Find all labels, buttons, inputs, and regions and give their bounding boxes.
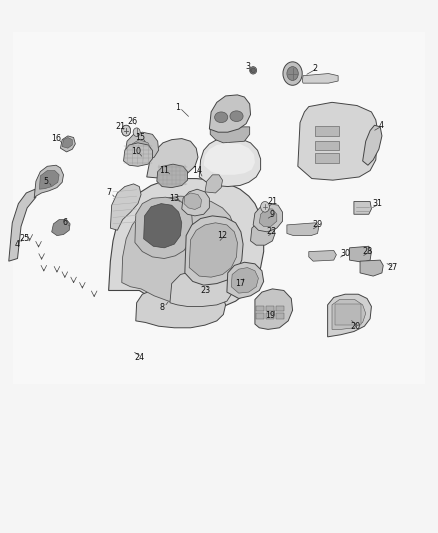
Polygon shape — [189, 223, 237, 277]
Text: 27: 27 — [387, 263, 397, 272]
Ellipse shape — [215, 112, 228, 123]
Polygon shape — [62, 138, 72, 148]
Bar — [276, 306, 284, 311]
Polygon shape — [185, 216, 243, 285]
Circle shape — [133, 128, 140, 136]
Circle shape — [261, 201, 269, 212]
Polygon shape — [350, 246, 371, 262]
Ellipse shape — [251, 68, 255, 73]
Polygon shape — [231, 268, 258, 293]
Polygon shape — [199, 138, 261, 187]
Polygon shape — [135, 197, 193, 259]
Polygon shape — [109, 179, 264, 310]
Ellipse shape — [230, 111, 243, 122]
Text: 15: 15 — [135, 133, 145, 142]
Text: 12: 12 — [217, 231, 228, 240]
Text: 3: 3 — [245, 62, 251, 71]
Polygon shape — [147, 139, 198, 179]
Text: 13: 13 — [170, 194, 179, 203]
Bar — [315, 126, 339, 136]
Circle shape — [287, 67, 298, 80]
Polygon shape — [110, 184, 141, 230]
Circle shape — [122, 125, 131, 136]
Text: 17: 17 — [235, 279, 245, 288]
Circle shape — [122, 125, 131, 136]
Text: 14: 14 — [192, 166, 202, 175]
Polygon shape — [136, 287, 226, 328]
Text: 5: 5 — [43, 177, 49, 185]
Polygon shape — [253, 204, 283, 232]
Text: 2: 2 — [313, 64, 318, 72]
Text: 22: 22 — [266, 228, 277, 236]
Polygon shape — [204, 143, 255, 175]
Text: 31: 31 — [373, 199, 382, 208]
Circle shape — [283, 62, 302, 85]
Polygon shape — [354, 201, 371, 214]
Polygon shape — [144, 204, 182, 248]
Polygon shape — [182, 189, 209, 216]
Polygon shape — [184, 193, 201, 209]
Polygon shape — [302, 74, 338, 83]
Polygon shape — [363, 125, 382, 165]
Text: 29: 29 — [312, 221, 323, 229]
Polygon shape — [328, 294, 371, 337]
Bar — [276, 313, 284, 319]
Polygon shape — [332, 300, 366, 329]
Polygon shape — [287, 223, 319, 236]
Polygon shape — [210, 127, 250, 143]
Bar — [335, 304, 361, 325]
Text: 23: 23 — [200, 286, 210, 295]
Text: 9: 9 — [270, 210, 275, 219]
Polygon shape — [131, 140, 151, 157]
Text: 19: 19 — [265, 311, 276, 320]
Bar — [256, 313, 264, 319]
Text: 21: 21 — [267, 197, 278, 206]
Text: 20: 20 — [350, 322, 361, 330]
Text: 26: 26 — [127, 117, 138, 126]
Text: 4: 4 — [15, 240, 20, 248]
Polygon shape — [309, 251, 336, 261]
Text: 7: 7 — [106, 189, 111, 197]
Text: 28: 28 — [363, 247, 373, 256]
Polygon shape — [251, 221, 275, 245]
Text: 10: 10 — [131, 148, 141, 156]
Bar — [256, 306, 264, 311]
Polygon shape — [124, 143, 152, 166]
Polygon shape — [255, 289, 293, 329]
Polygon shape — [34, 165, 64, 198]
Text: 6: 6 — [62, 219, 67, 227]
Bar — [266, 306, 274, 311]
Polygon shape — [60, 136, 75, 152]
Text: 1: 1 — [175, 103, 180, 112]
Polygon shape — [52, 220, 70, 236]
Text: 4: 4 — [378, 121, 384, 130]
Polygon shape — [39, 171, 59, 189]
Polygon shape — [209, 95, 251, 132]
Polygon shape — [360, 260, 383, 276]
Ellipse shape — [250, 67, 257, 74]
Bar — [13, 32, 425, 384]
Text: 30: 30 — [340, 249, 350, 257]
Text: 24: 24 — [134, 353, 145, 361]
Text: 25: 25 — [19, 235, 29, 243]
Polygon shape — [298, 102, 378, 180]
Polygon shape — [122, 196, 237, 303]
Bar — [315, 141, 339, 150]
Polygon shape — [157, 164, 187, 188]
Text: 11: 11 — [159, 166, 169, 175]
Polygon shape — [227, 262, 264, 298]
Text: 16: 16 — [51, 134, 61, 143]
Polygon shape — [170, 271, 232, 306]
Polygon shape — [259, 209, 277, 227]
Text: 8: 8 — [159, 303, 165, 311]
Polygon shape — [205, 175, 223, 193]
Bar — [315, 153, 339, 163]
Bar — [266, 313, 274, 319]
Text: 21: 21 — [115, 123, 126, 131]
Circle shape — [122, 125, 131, 136]
Polygon shape — [125, 132, 159, 161]
Polygon shape — [9, 189, 36, 261]
